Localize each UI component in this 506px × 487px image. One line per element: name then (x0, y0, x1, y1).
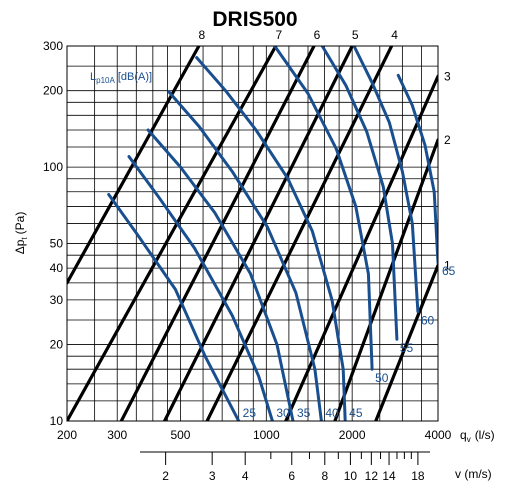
velocity-tick-label: 6 (288, 469, 295, 483)
y-tick-label: 100 (43, 160, 63, 174)
sound-curve-55 (320, 46, 399, 341)
sound-curves (107, 46, 438, 421)
sound-curve-label: 35 (297, 406, 311, 420)
damper-line-6 (119, 46, 316, 421)
sound-curve-60 (352, 46, 420, 313)
damper-line-3 (284, 74, 438, 421)
sound-curve-label: 25 (243, 406, 257, 420)
damper-label: 7 (276, 28, 283, 42)
sound-curve-50 (273, 46, 374, 371)
sound-curve-40 (167, 90, 323, 421)
x-tick-label: 200 (57, 428, 77, 442)
velocity-tick-label: 3 (209, 469, 216, 483)
sound-curve-label: 60 (421, 313, 435, 327)
sound-curve-30 (127, 155, 274, 421)
velocity-tick-label: 4 (242, 469, 249, 483)
damper-label: 2 (444, 133, 451, 147)
plot-frame (66, 45, 439, 422)
sound-curve-label: 65 (442, 264, 456, 278)
velocity-axis: 2 3 4 6 8 10 12 14 18 (140, 451, 430, 483)
velocity-tick-label: 2 (162, 469, 169, 483)
damper-line-5 (163, 46, 354, 421)
sound-curve-45 (195, 56, 347, 421)
velocity-tick-label: 10 (344, 469, 358, 483)
x-tick-label: 1000 (253, 428, 280, 442)
sound-curve-label: 45 (349, 406, 363, 420)
damper-line-1 (374, 263, 438, 421)
sound-curve-label: 30 (276, 406, 290, 420)
damper-lines (67, 46, 438, 421)
sound-curve-65 (396, 73, 438, 265)
sound-curve-35 (146, 128, 295, 421)
y-tick-label: 10 (50, 414, 64, 428)
damper-label: 3 (444, 69, 451, 83)
sound-curve-label: 40 (325, 406, 339, 420)
x-tick-label: 300 (107, 428, 127, 442)
grid (67, 46, 438, 421)
damper-line-2 (333, 138, 438, 421)
legend-label: Lp10A [dB(A)] (90, 71, 152, 85)
x-axis-label: qv (l/s) (460, 428, 495, 444)
damper-labels: 8 7 6 5 4 3 2 1 (199, 28, 451, 272)
sound-curve-25 (107, 193, 241, 421)
y-tick-label: 300 (43, 39, 63, 53)
damper-line-4 (205, 46, 394, 421)
y-axis-ticks: 10 20 30 40 50 100 200 300 (43, 39, 63, 428)
velocity-tick-label: 18 (411, 469, 425, 483)
y-tick-label: 40 (50, 261, 64, 275)
velocity-tick-label: 12 (365, 469, 379, 483)
sound-curve-label: 55 (400, 341, 414, 355)
y-tick-label: 30 (50, 293, 64, 307)
damper-label: 6 (314, 28, 321, 42)
x-axis-ticks: 200 300 500 1000 2000 4000 (57, 428, 452, 442)
x-tick-label: 2000 (339, 428, 366, 442)
y-tick-label: 20 (50, 338, 64, 352)
velocity-tick-label: 14 (382, 469, 396, 483)
velocity-axis-label: v (m/s) (455, 467, 492, 481)
velocity-tick-label: 8 (321, 469, 328, 483)
y-axis-label: Δpt(Pa) (13, 212, 29, 255)
damper-label: 5 (352, 28, 359, 42)
sound-curve-labels: 25 30 35 40 45 50 55 60 65 (243, 264, 456, 420)
y-tick-label: 50 (50, 237, 64, 251)
chart-title: DRIS500 (212, 8, 297, 31)
damper-label: 1 (444, 258, 451, 272)
sound-curve-label: 50 (375, 371, 389, 385)
x-tick-label: 4000 (425, 428, 452, 442)
x-tick-label: 500 (170, 428, 190, 442)
damper-label: 8 (199, 28, 206, 42)
y-tick-label: 200 (43, 84, 63, 98)
damper-label: 4 (391, 28, 398, 42)
